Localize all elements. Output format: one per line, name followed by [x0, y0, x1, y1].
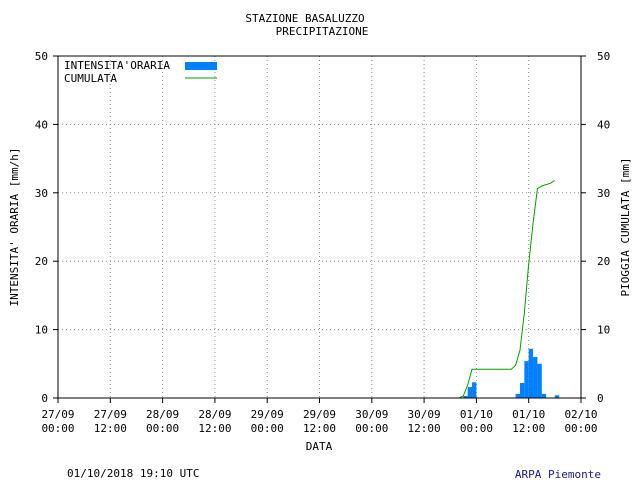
- x-tick-label-date: 29/09: [303, 408, 336, 421]
- y-tick-label-right: 30: [597, 187, 610, 200]
- intensity-bar: [524, 361, 529, 398]
- chart-subtitle: PRECIPITAZIONE: [276, 25, 369, 38]
- x-tick-label-time: 12:00: [408, 422, 441, 435]
- x-tick-label-time: 00:00: [355, 422, 388, 435]
- y-tick-label-right: 20: [597, 255, 610, 268]
- intensity-bars: [463, 348, 560, 398]
- y-tick-label-left: 40: [35, 118, 48, 131]
- y-axis-ticks: 0 0 10 10 20 20 30 30 40 40 50 50: [35, 50, 611, 405]
- y-tick-label-left: 50: [35, 50, 48, 63]
- chart-title: STAZIONE BASALUZZO: [245, 12, 364, 25]
- x-tick-label-date: 01/10: [460, 408, 493, 421]
- x-tick-label-date: 27/09: [94, 408, 127, 421]
- x-tick-label-time: 12:00: [512, 422, 545, 435]
- credit-label: ARPA Piemonte: [515, 468, 601, 480]
- x-tick-label-date: 01/10: [512, 408, 545, 421]
- x-tick-label-time: 12:00: [303, 422, 336, 435]
- intensity-bar: [472, 382, 477, 398]
- intensity-bar: [533, 356, 538, 398]
- y-axis-left-label: INTENSITA' ORARIA [mm/h]: [8, 148, 21, 307]
- x-tick-label-time: 00:00: [460, 422, 493, 435]
- grid-lines: [58, 56, 581, 398]
- intensity-bar: [528, 348, 534, 398]
- x-tick-label-date: 02/10: [564, 408, 597, 421]
- x-tick-label-time: 00:00: [564, 422, 597, 435]
- y-tick-label-left: 10: [35, 324, 48, 337]
- intensity-bar: [541, 393, 547, 398]
- y-tick-label-right: 50: [597, 50, 610, 63]
- intensity-bar: [554, 395, 560, 398]
- x-tick-label-date: 30/09: [408, 408, 441, 421]
- x-tick-label-time: 00:00: [41, 422, 74, 435]
- cumulative-line: [458, 180, 556, 399]
- y-axis-right-label: PIOGGIA CUMULATA [mm]: [619, 157, 632, 296]
- x-tick-label-time: 00:00: [146, 422, 179, 435]
- legend: INTENSITA'ORARIA CUMULATA: [64, 59, 217, 85]
- x-tick-label-date: 30/09: [355, 408, 388, 421]
- cumulative-series-line: [458, 180, 556, 399]
- legend-swatch-intensity: [185, 62, 217, 70]
- x-tick-label-date: 29/09: [251, 408, 284, 421]
- intensity-bar: [467, 387, 473, 398]
- x-axis-ticks: 27/0900:0027/0912:0028/0900:0028/0912:00…: [41, 398, 598, 435]
- y-tick-label-right: 10: [597, 324, 610, 337]
- x-tick-label-time: 00:00: [251, 422, 284, 435]
- x-tick-label-date: 28/09: [198, 408, 231, 421]
- plot-frame: [57, 55, 582, 399]
- x-tick-label-date: 28/09: [146, 408, 179, 421]
- intensity-bar: [537, 363, 542, 398]
- legend-label-cumulative: CUMULATA: [64, 72, 117, 85]
- x-tick-label-time: 12:00: [94, 422, 127, 435]
- legend-label-intensity: INTENSITA'ORARIA: [64, 59, 170, 72]
- intensity-bar: [463, 395, 468, 398]
- x-tick-label-date: 27/09: [41, 408, 74, 421]
- y-tick-label-left: 0: [41, 392, 48, 405]
- intensity-bar: [519, 382, 525, 398]
- intensity-bar: [515, 393, 520, 398]
- y-tick-label-left: 30: [35, 187, 48, 200]
- timestamp-label: 01/10/2018 19:10 UTC: [67, 467, 199, 480]
- x-axis-label: DATA: [306, 440, 333, 453]
- y-tick-label-right: 40: [597, 118, 610, 131]
- x-tick-label-time: 12:00: [198, 422, 231, 435]
- y-tick-label-right: 0: [597, 392, 604, 405]
- y-tick-label-left: 20: [35, 255, 48, 268]
